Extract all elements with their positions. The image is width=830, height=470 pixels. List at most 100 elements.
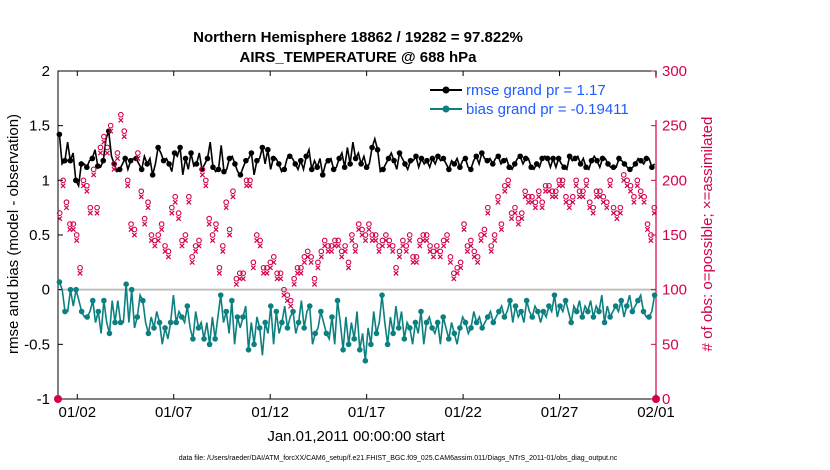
obs-possible-point	[549, 188, 556, 195]
rmse-point	[413, 153, 419, 160]
obs-possible-point	[104, 144, 111, 151]
obs-possible-point	[60, 177, 66, 184]
rmse-point	[588, 157, 595, 164]
rmse-point	[489, 161, 496, 167]
obs-possible-point	[444, 232, 450, 238]
obs-possible-point	[617, 204, 624, 211]
bias-point	[295, 319, 302, 326]
obs-assimilated-point	[203, 183, 209, 189]
obs-possible-point	[124, 177, 131, 184]
bias-point	[190, 336, 196, 342]
obs-assimilated-point	[196, 243, 202, 249]
obs-assimilated-point	[121, 133, 127, 140]
obs-assimilated-point	[366, 226, 372, 233]
obs-assimilated-point	[80, 183, 87, 189]
obs-possible-point	[80, 177, 87, 184]
obs-assimilated-point	[390, 248, 396, 255]
obs-possible-point	[580, 188, 586, 195]
rmse-point	[435, 153, 441, 160]
bias-point	[162, 325, 168, 331]
x-tick-label: 01/07	[155, 404, 193, 421]
obs-end-marker	[652, 395, 660, 403]
obs-assimilated-point	[536, 194, 542, 200]
obs-possible-point	[614, 210, 620, 216]
x-tick-label: 01/12	[251, 404, 289, 421]
rmse-point	[210, 164, 216, 171]
obs-possible-point	[376, 243, 382, 249]
y-axis-label-left: rmse and bias (model - observation)	[5, 114, 22, 354]
obs-possible-point	[219, 243, 226, 249]
obs-possible-point	[328, 243, 335, 249]
obs-assimilated-point	[407, 237, 413, 244]
bias-point	[418, 308, 424, 315]
bias-point	[607, 314, 613, 320]
obs-assimilated-point	[345, 265, 352, 271]
obs-assimilated-point	[491, 237, 498, 244]
rmse-point	[166, 161, 172, 167]
obs-possible-point	[342, 243, 348, 249]
obs-possible-point	[498, 221, 505, 227]
x-tick-label: 02/01	[637, 404, 675, 421]
obs-possible-point	[298, 264, 304, 271]
obs-assimilated-point	[206, 221, 212, 227]
obs-possible-point	[291, 275, 297, 282]
y-tick-label-right: 250	[662, 118, 687, 135]
obs-assimilated-point	[638, 194, 644, 200]
rmse-point	[160, 157, 167, 164]
bias-point	[73, 286, 79, 293]
bias-point	[579, 314, 586, 320]
obs-assimilated-point	[108, 128, 114, 134]
bias-point	[89, 297, 96, 304]
rmse-point	[621, 161, 628, 167]
rmse-point	[517, 153, 524, 160]
obs-possible-point	[345, 259, 352, 266]
rmse-point	[319, 172, 326, 178]
obs-assimilated-point	[519, 215, 525, 222]
obs-assimilated-point	[481, 232, 488, 238]
obs-assimilated-point	[546, 188, 552, 194]
bias-point	[651, 292, 658, 298]
obs-possible-point	[216, 264, 223, 271]
obs-assimilated-point	[393, 270, 399, 276]
obs-assimilated-point	[118, 117, 124, 123]
obs-possible-point	[597, 188, 603, 195]
obs-possible-point	[304, 248, 311, 255]
rmse-point	[259, 144, 266, 151]
obs-possible-point	[607, 177, 613, 184]
obs-possible-point	[63, 199, 70, 206]
bias-point	[618, 297, 625, 304]
bias-point	[362, 357, 369, 364]
obs-assimilated-point	[597, 194, 603, 200]
obs-possible-point	[56, 210, 63, 216]
obs-assimilated-point	[505, 183, 511, 189]
bias-point	[267, 303, 274, 309]
rmse-point	[380, 166, 386, 173]
obs-possible-point	[600, 193, 607, 200]
obs-assimilated-point	[342, 248, 348, 255]
obs-possible-point	[253, 232, 260, 238]
obs-assimilated-point	[264, 270, 270, 276]
obs-possible-point	[318, 248, 325, 255]
data-file-footer: data file: /Users/raeder/DAI/ATM_forcXX/…	[179, 455, 618, 462]
bias-point	[223, 308, 230, 315]
obs-possible-point	[209, 232, 216, 238]
obs-assimilated-point	[356, 226, 362, 233]
obs-assimilated-point	[186, 199, 192, 205]
rmse-point	[473, 153, 480, 160]
bias-point	[279, 319, 285, 326]
bias-point	[540, 308, 547, 315]
obs-assimilated-point	[216, 270, 223, 276]
y-tick-label-right: 300	[662, 63, 687, 80]
obs-possible-point	[515, 215, 522, 222]
rmse-point	[391, 157, 397, 164]
bias-point	[646, 314, 652, 320]
rmse-point	[122, 155, 129, 162]
rmse-point	[308, 166, 315, 173]
bias-point	[473, 319, 480, 326]
bias-point	[234, 314, 241, 320]
rmse-point	[127, 157, 134, 164]
bias-point	[573, 308, 580, 315]
bias-point	[273, 308, 280, 315]
obs-possible-point	[308, 254, 314, 260]
